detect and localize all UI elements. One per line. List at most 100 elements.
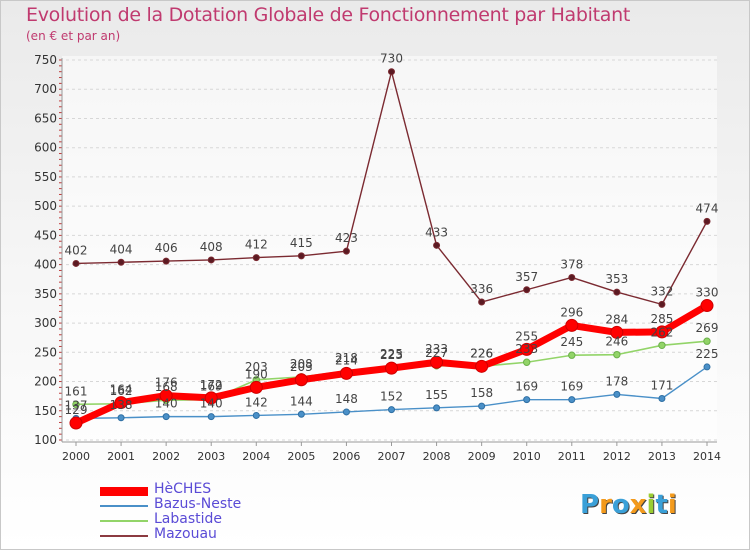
data-label-h-ches: 296 — [560, 305, 583, 319]
data-label-bazus-neste: 169 — [560, 380, 583, 394]
data-label-bazus-neste: 144 — [290, 394, 313, 408]
y-tick-label: 450 — [34, 228, 57, 242]
legend-swatch-h-ches — [100, 486, 148, 496]
data-label-bazus-neste: 158 — [470, 386, 493, 400]
logo-letter: t — [655, 490, 668, 520]
x-tick-label: 2011 — [558, 450, 586, 463]
data-point-bazus-neste — [613, 390, 621, 398]
data-point-mazouau — [568, 273, 576, 281]
legend-item-labastide: Labastide — [100, 511, 300, 528]
data-label-h-ches: 164 — [110, 383, 133, 397]
data-point-bazus-neste — [117, 414, 125, 422]
x-tick-label: 2010 — [513, 450, 541, 463]
data-label-mazouau: 433 — [425, 225, 448, 239]
proxiti-logo: Proxiti — [580, 490, 677, 520]
data-label-bazus-neste: 171 — [650, 378, 673, 392]
data-point-mazouau — [162, 257, 170, 265]
data-label-h-ches: 190 — [245, 367, 268, 381]
y-tick-label: 250 — [34, 345, 57, 359]
y-tick-label: 650 — [34, 111, 57, 125]
data-label-mazouau: 730 — [380, 52, 403, 66]
data-point-h-ches — [565, 318, 579, 332]
y-tick-label: 300 — [34, 316, 57, 330]
data-point-mazouau — [388, 68, 395, 76]
data-label-mazouau: 357 — [515, 270, 538, 284]
y-tick-label: 750 — [34, 53, 57, 67]
data-point-mazouau — [433, 241, 441, 249]
data-label-mazouau: 332 — [650, 284, 673, 298]
data-label-labastide: 203 — [245, 360, 268, 374]
data-point-h-ches — [204, 391, 218, 405]
data-point-bazus-neste — [703, 363, 711, 371]
data-point-bazus-neste — [568, 396, 576, 404]
data-label-h-ches: 176 — [155, 376, 178, 390]
data-label-h-ches: 223 — [380, 348, 403, 362]
data-label-labastide: 168 — [155, 380, 178, 394]
x-tick-label: 2007 — [378, 450, 406, 463]
data-point-bazus-neste — [388, 406, 395, 414]
logo-letter: P — [580, 490, 600, 520]
y-tick-label: 600 — [34, 141, 57, 155]
data-label-labastide: 169 — [200, 380, 223, 394]
data-point-h-ches — [655, 325, 669, 339]
logo-letter: x — [629, 490, 647, 520]
data-label-labastide: 226 — [470, 346, 493, 360]
data-point-labastide — [523, 358, 531, 366]
data-label-labastide: 161 — [65, 384, 88, 398]
x-tick-label: 2009 — [468, 450, 496, 463]
plot-area — [62, 56, 717, 444]
y-tick-label: 400 — [34, 258, 57, 272]
x-tick-label: 2002 — [152, 450, 180, 463]
data-label-h-ches: 233 — [425, 342, 448, 356]
data-label-h-ches: 226 — [470, 346, 493, 360]
data-label-h-ches: 284 — [605, 312, 628, 326]
data-point-mazouau — [613, 288, 621, 296]
data-point-mazouau — [703, 217, 711, 225]
data-point-bazus-neste — [297, 410, 305, 418]
legend-label-bazus-neste: Bazus-Neste — [154, 496, 242, 512]
data-label-h-ches: 172 — [200, 378, 223, 392]
data-point-h-ches — [385, 361, 398, 375]
x-tick-label: 2006 — [332, 450, 360, 463]
data-label-labastide: 269 — [696, 321, 719, 335]
data-label-labastide: 233 — [515, 342, 538, 356]
legend-swatch-mazouau — [100, 535, 148, 537]
data-label-bazus-neste: 225 — [696, 347, 719, 361]
data-point-mazouau — [117, 258, 125, 266]
legend-swatch-bazus-neste — [100, 505, 148, 507]
y-tick-label: 500 — [34, 199, 57, 213]
logo-letter: o — [611, 490, 630, 520]
data-label-mazouau: 406 — [155, 241, 178, 255]
data-label-bazus-neste: 178 — [605, 374, 628, 388]
x-tick-label: 2003 — [197, 450, 225, 463]
y-tick-label: 100 — [34, 433, 57, 447]
y-tick-label: 350 — [34, 287, 57, 301]
data-label-labastide: 262 — [650, 325, 673, 339]
data-label-h-ches: 255 — [515, 329, 538, 343]
data-label-bazus-neste: 152 — [380, 390, 403, 404]
data-label-mazouau: 474 — [696, 201, 719, 215]
x-tick-label: 2004 — [242, 450, 270, 463]
data-label-h-ches: 203 — [290, 360, 313, 374]
data-point-mazouau — [342, 247, 350, 255]
data-point-labastide — [72, 400, 80, 409]
data-point-h-ches — [159, 389, 173, 403]
data-point-bazus-neste — [252, 411, 260, 419]
data-label-labastide: 225 — [380, 347, 403, 361]
y-tick-label: 550 — [34, 170, 57, 184]
chart-subtitle: (en € et par an) — [26, 29, 121, 43]
data-point-h-ches — [700, 299, 714, 313]
data-label-h-ches: 330 — [696, 286, 719, 300]
legend-label-labastide: Labastide — [154, 511, 223, 527]
data-label-mazouau: 412 — [245, 238, 268, 252]
legend-label-mazouau: Mazouau — [154, 526, 217, 542]
legend-label-h-ches: HèCHES — [154, 481, 212, 497]
data-label-labastide: 208 — [290, 357, 313, 371]
chart-title: Evolution de la Dotation Globale de Fonc… — [26, 4, 631, 26]
data-point-bazus-neste — [342, 408, 350, 416]
data-label-bazus-neste: 148 — [335, 392, 358, 406]
data-point-h-ches — [475, 359, 489, 373]
x-tick-label: 2012 — [603, 450, 631, 463]
data-label-h-ches: 214 — [335, 353, 358, 367]
